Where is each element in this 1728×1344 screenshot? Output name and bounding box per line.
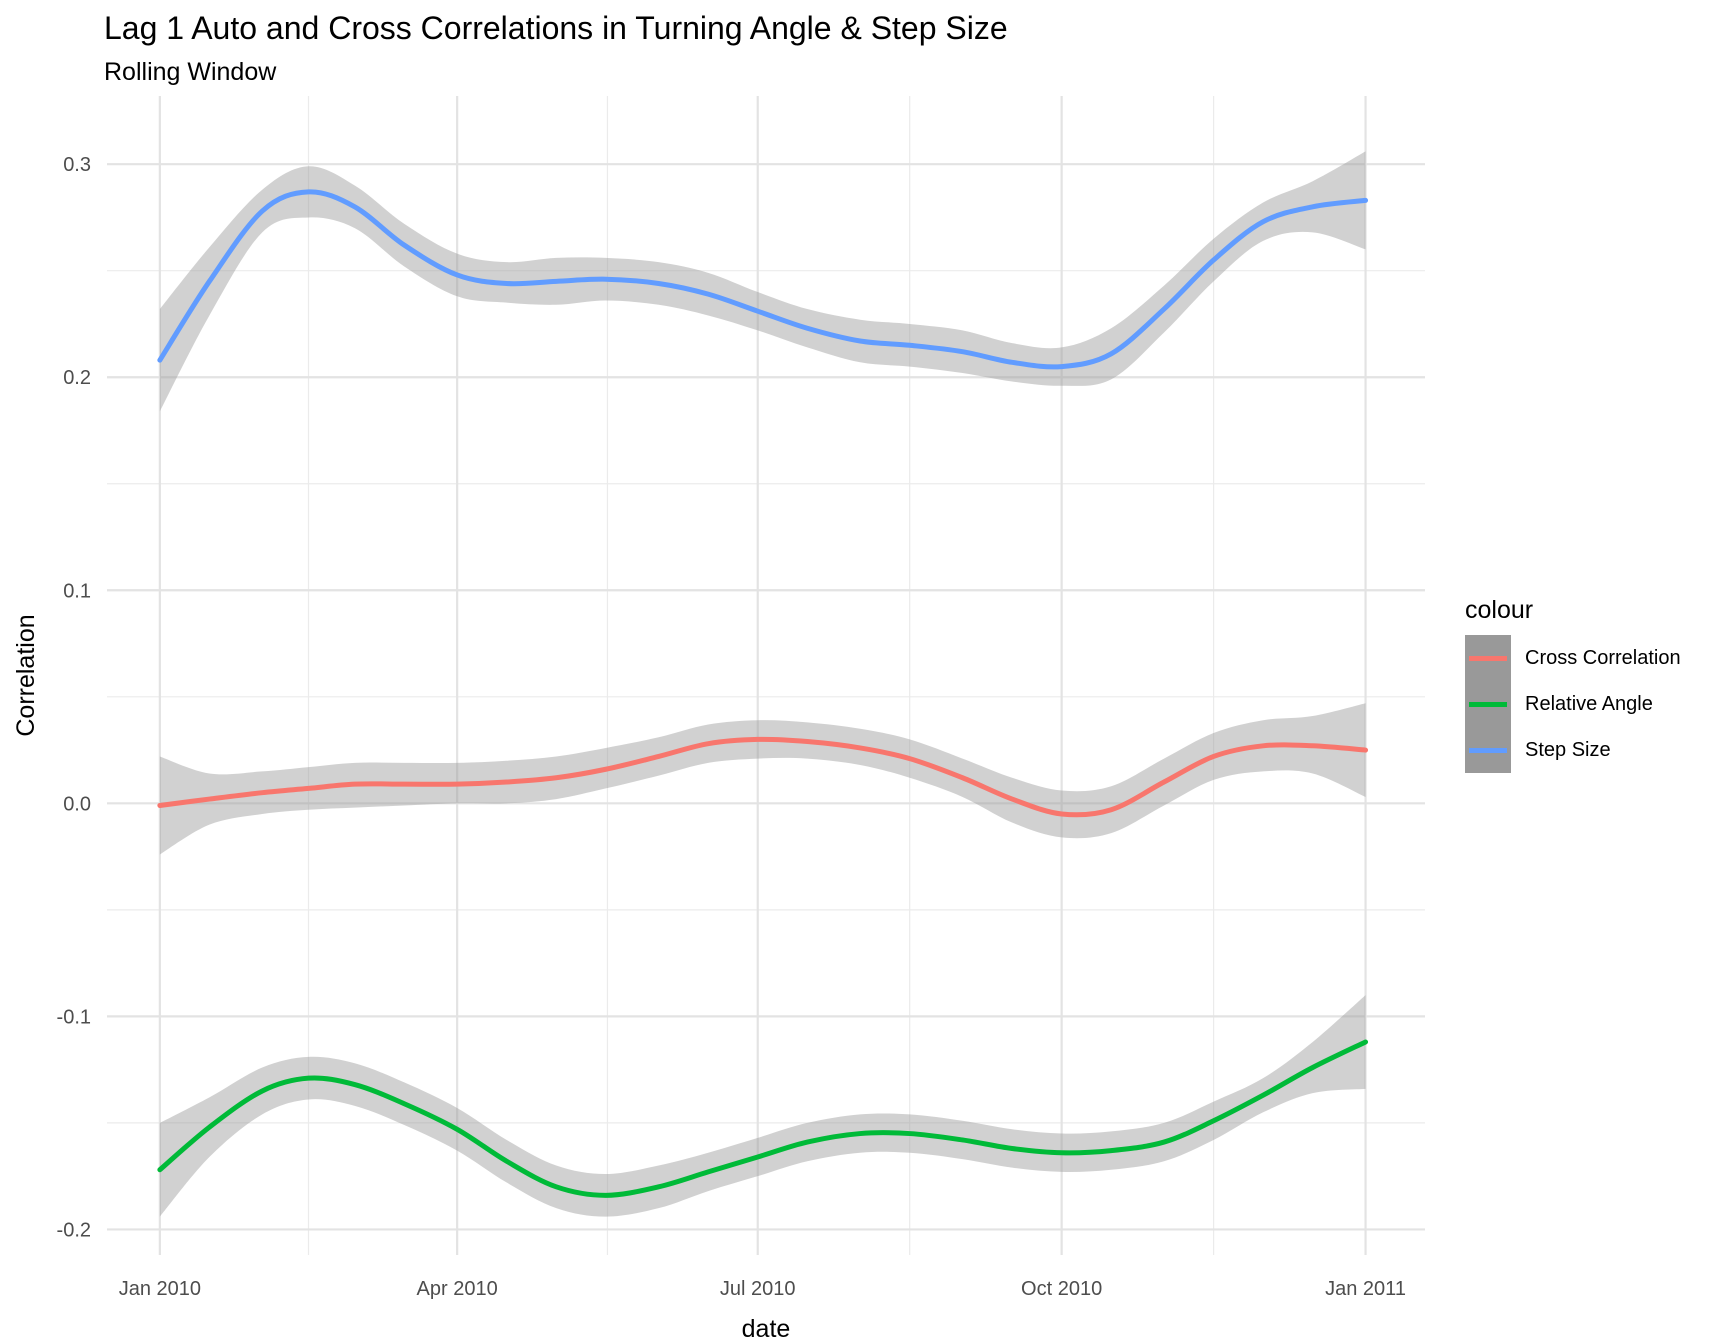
confidence-band-step-size: [159, 151, 1366, 412]
y-tick-label: 0.2: [63, 367, 91, 389]
legend-label: Cross Correlation: [1525, 646, 1681, 669]
legend-item-cross-correlation: Cross Correlation: [1465, 635, 1681, 681]
legend-key: [1465, 681, 1511, 727]
y-axis-title: Correlation: [12, 614, 40, 736]
series-line-relative-angle: [157, 1039, 1369, 1198]
series-line-step-size: [157, 189, 1369, 370]
legend-item-relative-angle: Relative Angle: [1465, 681, 1681, 727]
chart-title: Lag 1 Auto and Cross Correlations in Tur…: [104, 10, 1008, 46]
y-tick-label: -0.1: [57, 1006, 91, 1028]
confidence-band-relative-angle: [159, 995, 1366, 1217]
legend-key: [1465, 635, 1511, 681]
confidence-band-cross-correlation: [159, 703, 1366, 855]
legend-label: Relative Angle: [1525, 692, 1653, 715]
legend-key: [1465, 727, 1511, 773]
y-tick-label: 0.3: [63, 154, 91, 176]
x-tick-label: Jan 2011: [1325, 1278, 1406, 1300]
x-tick-label: Jan 2010: [119, 1278, 201, 1300]
legend-label: Step Size: [1525, 738, 1611, 761]
legend-title: colour: [1465, 596, 1534, 624]
chart-subtitle: Rolling Window: [104, 58, 277, 86]
series-line-cross-correlation: [157, 736, 1369, 818]
y-tick-label: 0.1: [63, 580, 91, 602]
legend-item-step-size: Step Size: [1465, 727, 1681, 773]
y-tick-label: 0.0: [63, 793, 91, 815]
x-tick-label: Apr 2010: [417, 1278, 498, 1300]
x-axis-title: date: [742, 1315, 791, 1343]
x-tick-label: Jul 2010: [720, 1278, 796, 1300]
y-tick-label: -0.2: [57, 1219, 91, 1241]
x-tick-label: Oct 2010: [1021, 1278, 1102, 1300]
legend: colour Cross Correlation Relative Angle …: [1465, 596, 1681, 773]
